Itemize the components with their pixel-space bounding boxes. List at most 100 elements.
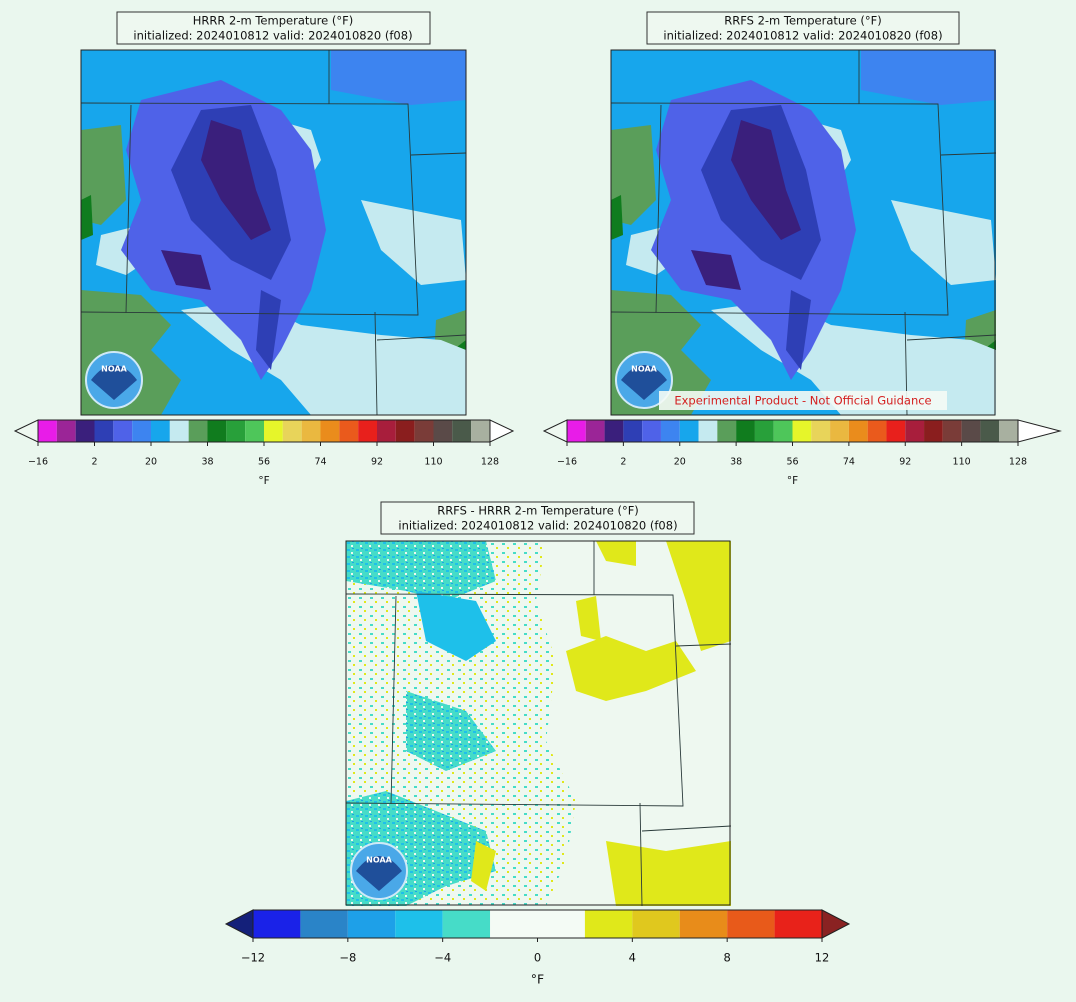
map bbox=[611, 50, 996, 415]
colorbar-tick-label: 92 bbox=[371, 457, 383, 468]
colorbar-box bbox=[585, 420, 605, 442]
colorbar-tick-label: 56 bbox=[258, 457, 270, 468]
colorbar-extend-low bbox=[542, 419, 568, 443]
colorbar-box bbox=[75, 420, 95, 442]
title-box bbox=[380, 501, 695, 535]
colorbar-box bbox=[754, 420, 774, 442]
colorbar-box bbox=[320, 420, 340, 442]
colorbar-label: °F bbox=[787, 475, 798, 487]
colorbar-box bbox=[811, 420, 831, 442]
panel-subtitle: initialized: 2024010812 valid: 202401082… bbox=[133, 29, 412, 43]
colorbar-box bbox=[717, 420, 737, 442]
colorbar-box bbox=[264, 420, 283, 442]
colorbar-tick-label: 38 bbox=[730, 457, 742, 468]
colorbar-box bbox=[567, 420, 586, 442]
colorbar-box bbox=[132, 420, 151, 442]
colorbar-tick-label: 74 bbox=[314, 457, 326, 468]
colorbar-box bbox=[301, 420, 321, 442]
colorbar-box bbox=[867, 420, 887, 442]
colorbar-box bbox=[226, 420, 246, 442]
colorbar-box bbox=[245, 420, 264, 442]
colorbar-tick-label: 110 bbox=[424, 457, 442, 468]
colorbar-tick-label: 92 bbox=[899, 457, 911, 468]
colorbar-box bbox=[347, 910, 396, 938]
panel-title: RRFS - HRRR 2-m Temperature (°F) bbox=[437, 504, 639, 518]
colorbar-tick-label: 74 bbox=[843, 457, 855, 468]
colorbar-extend-high bbox=[489, 419, 515, 443]
colorbar-tick-label: 12 bbox=[815, 951, 830, 965]
colorbar-box bbox=[848, 420, 868, 442]
colorbar-box bbox=[358, 420, 377, 442]
colorbar-box bbox=[679, 910, 728, 938]
colorbar-box bbox=[113, 420, 133, 442]
colorbar-tick-label: 38 bbox=[201, 457, 213, 468]
map: NOAA bbox=[345, 541, 732, 907]
colorbar-box bbox=[773, 420, 793, 442]
colorbar-box bbox=[339, 420, 359, 442]
colorbar-tick-label: −16 bbox=[28, 457, 48, 468]
colorbar-tick-label: 2 bbox=[91, 457, 97, 468]
colorbar-tick-label: 20 bbox=[145, 457, 157, 468]
colorbar-box bbox=[886, 420, 906, 442]
colorbar-extend-low bbox=[224, 909, 254, 939]
colorbar-label: °F bbox=[531, 972, 544, 987]
colorbar-extend-high bbox=[1017, 419, 1062, 443]
colorbar-tick-label: −12 bbox=[241, 951, 265, 965]
colorbar-box bbox=[660, 420, 680, 442]
colorbar-box bbox=[830, 420, 849, 442]
title-box bbox=[646, 11, 960, 45]
colorbar-box bbox=[56, 420, 76, 442]
colorbar-box bbox=[980, 420, 1000, 442]
colorbar-tick-label: 4 bbox=[629, 951, 636, 965]
colorbar-tick-label: −8 bbox=[339, 951, 356, 965]
colorbar-box bbox=[169, 420, 189, 442]
colorbar-box bbox=[442, 910, 491, 938]
colorbar-tick-label: 56 bbox=[786, 457, 798, 468]
map-frame bbox=[345, 540, 731, 906]
colorbar-tick-label: 128 bbox=[1009, 457, 1027, 468]
panel-subtitle: initialized: 2024010812 valid: 202401082… bbox=[398, 519, 677, 533]
colorbar-box bbox=[151, 420, 170, 442]
colorbar-box bbox=[727, 910, 775, 938]
colorbar-tick-label: 110 bbox=[953, 457, 971, 468]
colorbar-box bbox=[253, 910, 301, 938]
colorbar-box bbox=[942, 420, 962, 442]
colorbar-box bbox=[395, 420, 415, 442]
colorbar-extend-low bbox=[13, 419, 39, 443]
panel-2: RRFS 2-m Temperature (°F) initialized: 2… bbox=[610, 11, 996, 416]
colorbar-box bbox=[490, 910, 585, 938]
logo-text: NOAA bbox=[366, 856, 392, 865]
colorbar-box bbox=[377, 420, 396, 442]
colorbar-box bbox=[604, 420, 624, 442]
colorbar-box bbox=[679, 420, 699, 442]
colorbar-box bbox=[188, 420, 208, 442]
colorbar-box bbox=[905, 420, 925, 442]
colorbar-box bbox=[961, 420, 981, 442]
colorbar-tick-label: 128 bbox=[481, 457, 499, 468]
watermark: Experimental Product - Not Official Guid… bbox=[674, 394, 931, 408]
colorbar-box bbox=[414, 420, 434, 442]
colorbar-tick-label: 0 bbox=[534, 951, 541, 965]
colorbar-tick-label: −4 bbox=[434, 951, 451, 965]
title-box bbox=[116, 11, 431, 45]
colorbar-box bbox=[300, 910, 348, 938]
colorbar-box bbox=[584, 910, 633, 938]
colorbar-tick-label: 2 bbox=[620, 457, 626, 468]
colorbar-box bbox=[395, 910, 443, 938]
colorbar-box bbox=[433, 420, 453, 442]
colorbar-box bbox=[94, 420, 114, 442]
watermark-box bbox=[659, 391, 947, 410]
panel-subtitle: initialized: 2024010812 valid: 202401082… bbox=[663, 29, 942, 43]
map-frame bbox=[610, 49, 996, 416]
colorbar-tick-label: 20 bbox=[674, 457, 686, 468]
colorbar-box bbox=[38, 420, 57, 442]
colorbar-box bbox=[452, 420, 472, 442]
panel-3: RRFS - HRRR 2-m Temperature (°F) initial… bbox=[345, 501, 732, 907]
colorbar-box bbox=[698, 420, 718, 442]
colorbar-tick-label: 8 bbox=[724, 951, 731, 965]
colorbar-box bbox=[924, 420, 943, 442]
noaa-logo: NOAA bbox=[350, 842, 408, 900]
colorbar-box bbox=[999, 420, 1018, 442]
colorbar-box bbox=[623, 420, 643, 442]
